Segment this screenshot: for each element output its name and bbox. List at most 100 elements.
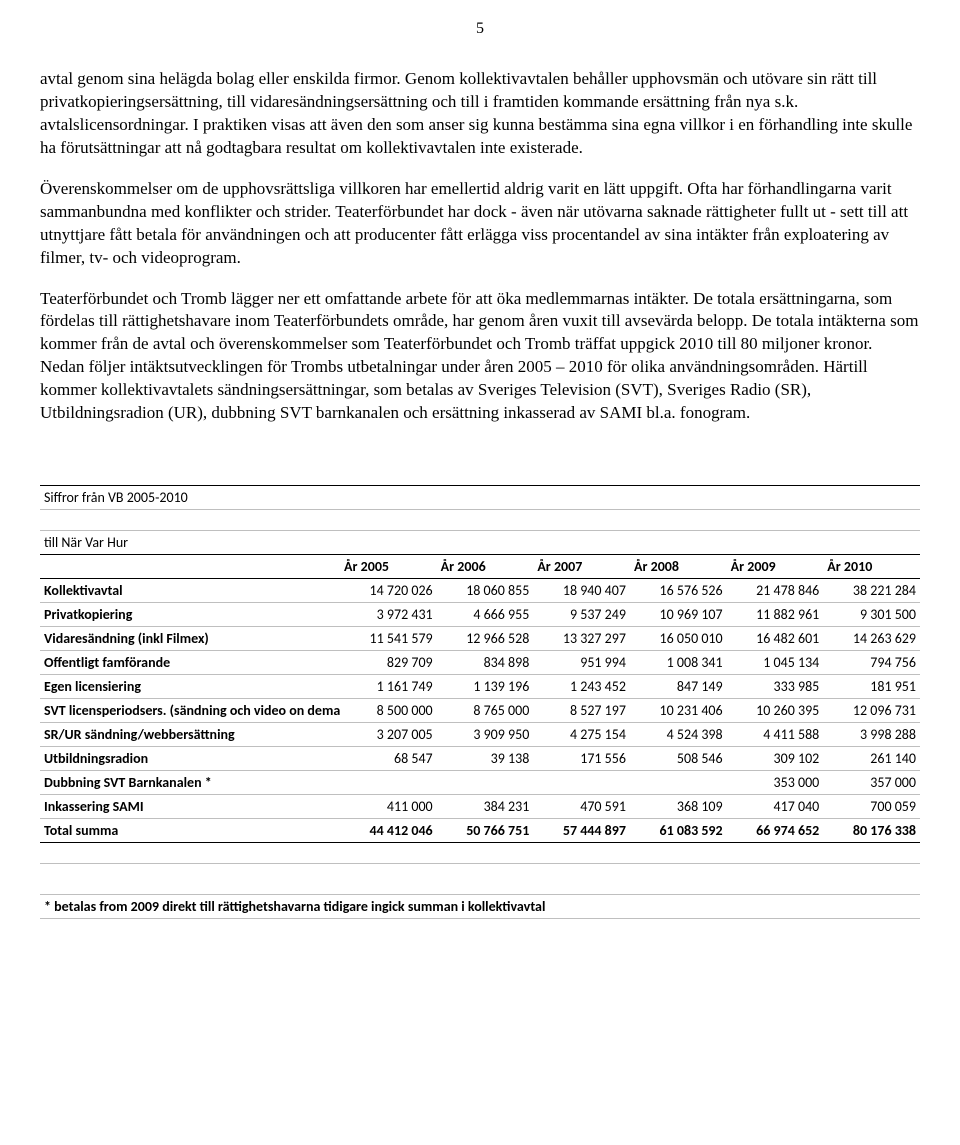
- row-label: Utbildningsradion: [40, 747, 340, 771]
- document-page: 5 avtal genom sina helägda bolag eller e…: [0, 0, 960, 959]
- cell: 1 243 452: [533, 675, 630, 699]
- cell: 13 327 297: [533, 627, 630, 651]
- cell: 16 050 010: [630, 627, 727, 651]
- year-header-1: År 2006: [437, 555, 534, 579]
- blank-cell: [340, 843, 437, 864]
- table-row: Utbildningsradion68 54739 138171 556508 …: [40, 747, 920, 771]
- total-cell: 57 444 897: [533, 819, 630, 843]
- cell: 1 139 196: [437, 675, 534, 699]
- cell: 508 546: [630, 747, 727, 771]
- cell: 8 765 000: [437, 699, 534, 723]
- cell: 14 720 026: [340, 579, 437, 603]
- row-label: Privatkopiering: [40, 603, 340, 627]
- cell: 261 140: [823, 747, 920, 771]
- table-row: Offentligt famförande829 709834 898951 9…: [40, 651, 920, 675]
- blank-cell: [533, 531, 630, 555]
- row-label: SVT licensperiodsers. (sändning och vide…: [40, 699, 340, 723]
- year-header-0: År 2005: [340, 555, 437, 579]
- cell: 171 556: [533, 747, 630, 771]
- row-label: Dubbning SVT Barnkanalen *: [40, 771, 340, 795]
- blank-cell: [630, 531, 727, 555]
- cell: 3 972 431: [340, 603, 437, 627]
- cell: 12 096 731: [823, 699, 920, 723]
- cell: 38 221 284: [823, 579, 920, 603]
- cell: 470 591: [533, 795, 630, 819]
- blank-cell: [630, 486, 727, 510]
- total-cell: 66 974 652: [727, 819, 824, 843]
- table-row: SVT licensperiodsers. (sändning och vide…: [40, 699, 920, 723]
- cell: 417 040: [727, 795, 824, 819]
- row-label: Offentligt famförande: [40, 651, 340, 675]
- cell: 3 207 005: [340, 723, 437, 747]
- cell: 10 969 107: [630, 603, 727, 627]
- total-cell: 44 412 046: [340, 819, 437, 843]
- cell: 16 482 601: [727, 627, 824, 651]
- cell: 9 301 500: [823, 603, 920, 627]
- table-row: Privatkopiering3 972 4314 666 9559 537 2…: [40, 603, 920, 627]
- table-row: SR/UR sändning/webbersättning3 207 0053 …: [40, 723, 920, 747]
- row-label: Kollektivavtal: [40, 579, 340, 603]
- blank-cell: [40, 843, 340, 864]
- cell: 794 756: [823, 651, 920, 675]
- revenue-table: Siffror från VB 2005-2010 till När Var Hu…: [40, 485, 920, 864]
- blank-cell: [340, 531, 437, 555]
- cell: 16 576 526: [630, 579, 727, 603]
- row-label: Vidaresändning (inkl Filmex): [40, 627, 340, 651]
- total-cell: 80 176 338: [823, 819, 920, 843]
- cell: 68 547: [340, 747, 437, 771]
- revenue-table-section: Siffror från VB 2005-2010 till När Var Hu…: [40, 485, 920, 919]
- cell: 14 263 629: [823, 627, 920, 651]
- row-label: Inkassering SAMI: [40, 795, 340, 819]
- total-row: Total summa44 412 04650 766 75157 444 89…: [40, 819, 920, 843]
- total-label: Total summa: [40, 819, 340, 843]
- table-row: Inkassering SAMI411 000384 231470 591368…: [40, 795, 920, 819]
- cell: 309 102: [727, 747, 824, 771]
- blank-cell: [823, 843, 920, 864]
- blank-cell: [823, 531, 920, 555]
- table-row: Dubbning SVT Barnkanalen * 353 000357 000: [40, 771, 920, 795]
- cell: 1 161 749: [340, 675, 437, 699]
- year-header-4: År 2009: [727, 555, 824, 579]
- body-text: avtal genom sina helägda bolag eller ens…: [40, 68, 920, 425]
- table-title-2: till När Var Hur: [40, 531, 340, 555]
- cell: 847 149: [630, 675, 727, 699]
- cell: 951 994: [533, 651, 630, 675]
- cell: 357 000: [823, 771, 920, 795]
- cell: 18 060 855: [437, 579, 534, 603]
- cell: 3 998 288: [823, 723, 920, 747]
- blank-cell: [823, 486, 920, 510]
- cell: 4 666 955: [437, 603, 534, 627]
- paragraph-1: avtal genom sina helägda bolag eller ens…: [40, 68, 920, 160]
- cell: 829 709: [340, 651, 437, 675]
- cell: 21 478 846: [727, 579, 824, 603]
- blank-cell: [40, 555, 340, 579]
- cell: 9 537 249: [533, 603, 630, 627]
- year-header-5: År 2010: [823, 555, 920, 579]
- cell: 39 138: [437, 747, 534, 771]
- cell: 353 000: [727, 771, 824, 795]
- cell: 18 940 407: [533, 579, 630, 603]
- blank-cell: [437, 510, 534, 531]
- cell: 181 951: [823, 675, 920, 699]
- paragraph-2: Överenskommelser om de upphovsrättsliga …: [40, 178, 920, 270]
- year-header-2: År 2007: [533, 555, 630, 579]
- cell: 8 500 000: [340, 699, 437, 723]
- blank-cell: [727, 486, 824, 510]
- cell: 10 231 406: [630, 699, 727, 723]
- cell: 1 008 341: [630, 651, 727, 675]
- blank-cell: [437, 486, 534, 510]
- blank-cell: [727, 531, 824, 555]
- cell: 1 045 134: [727, 651, 824, 675]
- table-title-1: Siffror från VB 2005-2010: [40, 486, 340, 510]
- cell: 3 909 950: [437, 723, 534, 747]
- blank-cell: [533, 510, 630, 531]
- row-label: SR/UR sändning/webbersättning: [40, 723, 340, 747]
- cell: 333 985: [727, 675, 824, 699]
- cell: [437, 771, 534, 795]
- table-footnote: * betalas from 2009 direkt till rättighe…: [40, 894, 920, 919]
- blank-cell: [630, 843, 727, 864]
- cell: 700 059: [823, 795, 920, 819]
- table-row: Kollektivavtal14 720 02618 060 85518 940…: [40, 579, 920, 603]
- row-label: Egen licensiering: [40, 675, 340, 699]
- blank-cell: [40, 510, 340, 531]
